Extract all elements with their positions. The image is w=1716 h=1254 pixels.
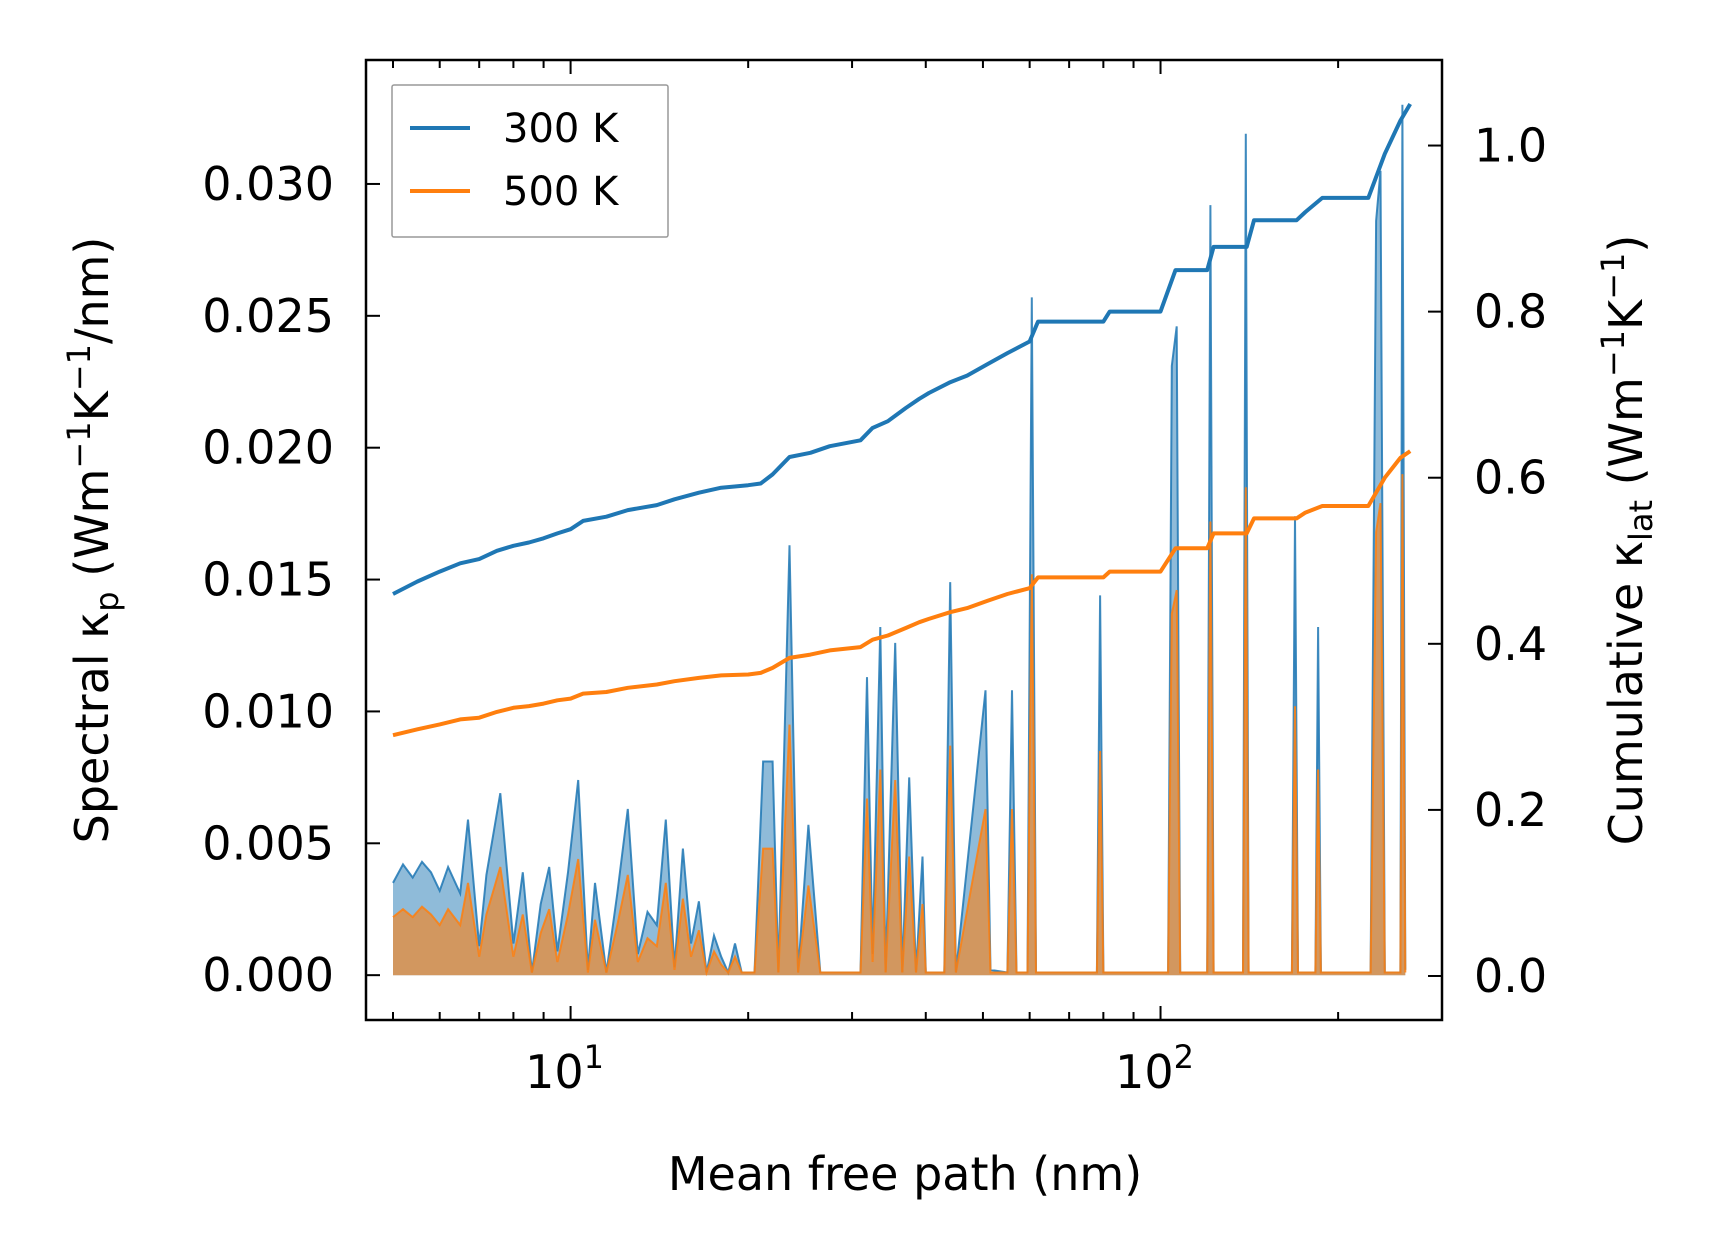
cumulative-line-500k <box>392 449 1412 738</box>
left-y-tick-label: 0.020 <box>202 421 334 475</box>
spectral-area-500k <box>393 474 1406 976</box>
left-y-title-sup2: −1 <box>60 344 98 391</box>
left-y-title-mid: K <box>65 389 119 421</box>
x-axis-title: Mean free path (nm) <box>668 1147 1142 1201</box>
x-tick-label: 102 <box>1115 1038 1194 1099</box>
plot-frame <box>364 58 1444 1022</box>
right-y-title-unit-pre: (Wm <box>1599 377 1653 500</box>
left-y-tick-label: 0.030 <box>202 157 334 211</box>
legend-label-300k: 300 K <box>503 106 620 152</box>
spectral-line-500k <box>392 474 1407 977</box>
left-y-tick-label: 0.005 <box>202 816 334 870</box>
left-y-title-main: Spectral κ <box>65 612 119 844</box>
left-y-title-sub: p <box>88 591 126 611</box>
right-y-tick-label: 0.2 <box>1474 783 1547 837</box>
left-y-tick-label: 0.025 <box>202 289 334 343</box>
right-y-axis-title: Cumulative κlat (Wm−1K−1) <box>1594 235 1660 846</box>
legend-label-500k: 500 K <box>503 169 620 215</box>
right-y-tick-label: 0.8 <box>1474 285 1547 339</box>
axes: 101 1020.0000.0050.0100.0150.0200.0250.03… <box>202 58 1547 1099</box>
right-y-title-sup1: −1 <box>1594 330 1632 377</box>
left-y-title-sup1: −1 <box>60 421 98 468</box>
left-y-axis-title: Spectral κp (Wm−1K−1/nm) <box>60 237 126 844</box>
right-y-title-sup2: −1 <box>1594 253 1632 300</box>
right-y-tick-label: 0.4 <box>1474 617 1547 671</box>
cumulative-line-300k <box>392 102 1412 596</box>
right-y-title-main: Cumulative κ <box>1599 541 1653 845</box>
left-y-tick-label: 0.000 <box>202 948 334 1002</box>
left-y-tick-label: 0.015 <box>202 553 334 607</box>
legend: 300 K 500 K <box>391 84 669 238</box>
left-y-title-unit-post: /nm) <box>65 237 119 344</box>
legend-box <box>391 84 669 238</box>
left-y-tick-label: 0.010 <box>202 684 334 738</box>
right-y-title-mid: K <box>1599 298 1653 330</box>
right-y-title-sub: lat <box>1622 500 1660 541</box>
right-y-tick-label: 0.6 <box>1474 451 1547 505</box>
left-y-title-unit-pre: (Wm <box>65 469 119 592</box>
right-y-title-unit-post: ) <box>1599 235 1653 253</box>
right-y-tick-label: 0.0 <box>1474 949 1547 1003</box>
x-tick-label: 101 <box>525 1038 604 1099</box>
plot-area <box>392 102 1412 977</box>
right-y-tick-label: 1.0 <box>1474 119 1547 173</box>
